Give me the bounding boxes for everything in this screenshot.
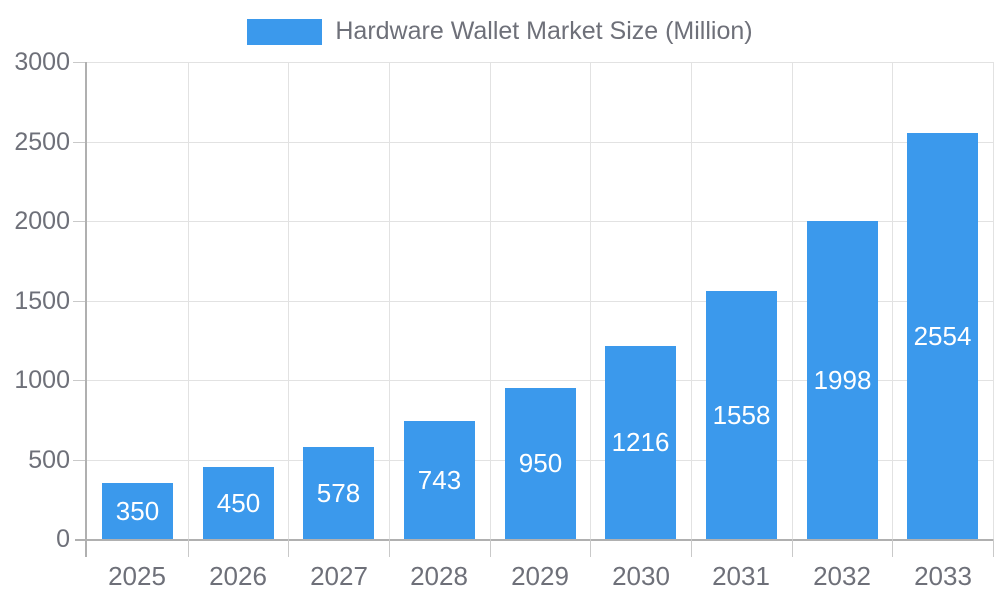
- x-axis-label: 2030: [612, 561, 670, 591]
- x-tick-mark: [188, 539, 189, 557]
- gridline-vertical: [590, 62, 591, 539]
- gridline-vertical: [691, 62, 692, 539]
- y-tick-mark: [73, 62, 87, 63]
- x-axis-line: [75, 539, 993, 541]
- x-tick-mark: [892, 539, 893, 557]
- x-axis-label: 2031: [712, 561, 770, 591]
- gridline-horizontal: [87, 380, 993, 381]
- x-tick-mark: [691, 539, 692, 557]
- y-axis-line: [85, 62, 87, 557]
- y-axis-label: 1000: [14, 366, 70, 394]
- bar[interactable]: 450: [203, 467, 274, 539]
- bar[interactable]: 950: [505, 388, 576, 539]
- y-axis-label: 0: [56, 525, 70, 553]
- bar[interactable]: 350: [102, 483, 173, 539]
- gridline-vertical: [993, 62, 994, 539]
- gridline-horizontal: [87, 62, 993, 63]
- x-axis-label: 2032: [813, 561, 871, 591]
- bar[interactable]: 1216: [605, 346, 676, 539]
- bar-value-label: 1216: [611, 427, 670, 457]
- y-axis-label: 2000: [14, 207, 70, 235]
- gridline-horizontal: [87, 301, 993, 302]
- bar-value-label: 1998: [813, 364, 872, 395]
- x-axis-label: 2025: [108, 561, 166, 591]
- y-tick-mark: [73, 380, 87, 381]
- bar-value-label: 1558: [712, 399, 771, 430]
- y-tick-mark: [73, 221, 87, 222]
- x-axis-label: 2029: [511, 561, 569, 591]
- gridline-vertical: [490, 62, 491, 539]
- bar[interactable]: 1998: [807, 221, 878, 539]
- y-axis-label: 500: [28, 446, 70, 474]
- gridline-horizontal: [87, 221, 993, 222]
- y-axis-label: 1500: [14, 287, 70, 315]
- gridline-horizontal: [87, 142, 993, 143]
- bar-value-label: 578: [316, 477, 361, 508]
- x-tick-mark: [288, 539, 289, 557]
- bar-value-label: 450: [216, 487, 261, 518]
- gridline-vertical: [792, 62, 793, 539]
- gridline-vertical: [389, 62, 390, 539]
- x-axis-label: 2027: [310, 561, 368, 591]
- gridline-vertical: [188, 62, 189, 539]
- bar[interactable]: 1558: [706, 291, 777, 539]
- legend[interactable]: Hardware Wallet Market Size (Million): [0, 17, 1000, 45]
- x-axis-label: 2028: [410, 561, 468, 591]
- bar-value-label: 2554: [913, 320, 972, 351]
- x-axis-label: 2026: [209, 561, 267, 591]
- y-tick-mark: [73, 301, 87, 302]
- x-axis-label: 2033: [914, 561, 972, 591]
- y-axis-label: 2500: [14, 128, 70, 156]
- gridline-vertical: [892, 62, 893, 539]
- bar[interactable]: 2554: [907, 133, 978, 539]
- bar[interactable]: 578: [303, 447, 374, 539]
- bar-value-label: 350: [115, 495, 160, 526]
- bar-value-label: 743: [417, 464, 462, 495]
- y-tick-mark: [73, 142, 87, 143]
- legend-swatch: [247, 18, 323, 45]
- x-tick-mark: [792, 539, 793, 557]
- x-tick-mark: [590, 539, 591, 557]
- y-axis-label: 3000: [14, 48, 70, 76]
- x-tick-mark: [993, 539, 994, 557]
- legend-label: Hardware Wallet Market Size (Million): [335, 17, 753, 45]
- y-tick-mark: [73, 460, 87, 461]
- gridline-vertical: [288, 62, 289, 539]
- bar[interactable]: 743: [404, 421, 475, 539]
- x-tick-mark: [490, 539, 491, 557]
- x-tick-mark: [389, 539, 390, 557]
- bar-value-label: 950: [518, 448, 563, 478]
